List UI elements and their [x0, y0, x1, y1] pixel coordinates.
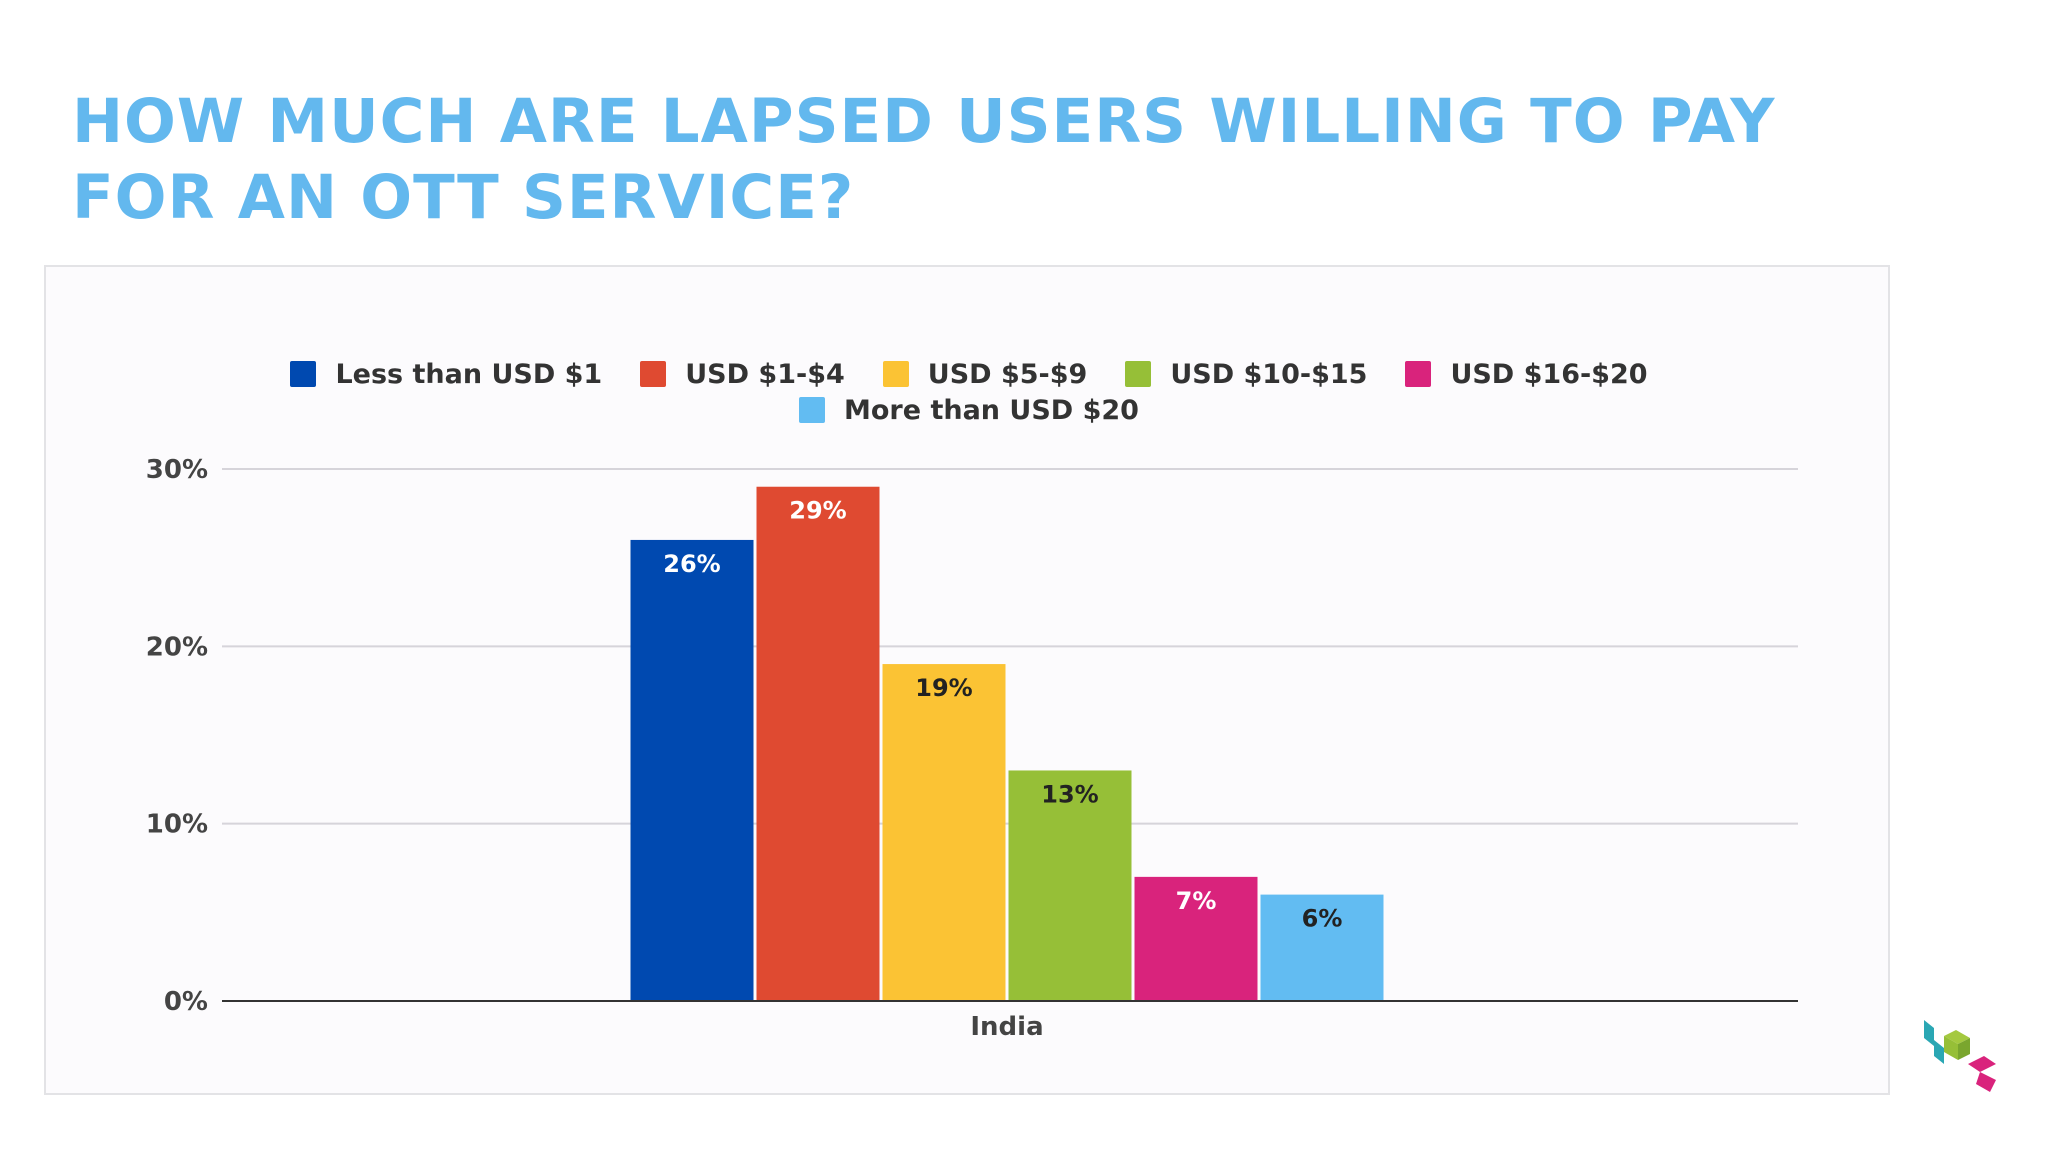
y-tick-label: 30%: [146, 455, 208, 485]
bar: [1260, 894, 1384, 1001]
legend-item: More than USD $20: [799, 395, 1139, 426]
legend-swatch: [1125, 361, 1152, 387]
legend-swatch: [1405, 361, 1432, 387]
legend-label: More than USD $20: [844, 394, 1139, 426]
bar-chart-plot: 0% 10% 20% 30% 26% 29% 19% 13% 7% 6% India: [146, 455, 1798, 1042]
bar: [756, 486, 880, 1001]
legend-item: USD $1-$4: [640, 359, 845, 390]
legend-row: Less than USD $1 USD $1-$4 USD $5-$9 USD $1…: [46, 356, 1892, 392]
legend-swatch: [640, 361, 667, 387]
legend-label: USD $16-$20: [1450, 358, 1648, 390]
legend-item: USD $5-$9: [882, 358, 1088, 390]
legend-swatch: [882, 361, 909, 387]
y-tick-label: 0%: [164, 987, 208, 1017]
bar: [882, 664, 1006, 1001]
legend-label: USD $5-$9: [927, 358, 1088, 390]
slide-title: HOW MUCH ARE LAPSED USERS WILLING TO PAY…: [72, 86, 1776, 233]
bar-data-label: 19%: [915, 674, 972, 702]
legend-label: USD $1-$4: [685, 358, 845, 390]
legend-item: Less than USD $1: [290, 359, 602, 390]
bar: [1008, 770, 1132, 1001]
bar-data-label: 13%: [1041, 780, 1098, 808]
legend-swatch: [290, 361, 317, 387]
bar-data-label: 6%: [1302, 905, 1343, 933]
cube-logo-icon: [1924, 1020, 1996, 1092]
bar: [630, 539, 754, 1001]
bar-data-label: 26%: [663, 550, 720, 578]
y-tick-label: 20%: [146, 632, 208, 662]
x-category-label: India: [970, 1012, 1043, 1042]
bar-data-label: 29%: [789, 497, 846, 525]
legend-item: USD $16-$20: [1405, 358, 1648, 390]
y-tick-label: 10%: [146, 810, 208, 840]
legend-label: USD $10-$15: [1170, 358, 1368, 390]
chart-legend: Less than USD $1 USD $1-$4 USD $5-$9 USD $1…: [46, 356, 1892, 428]
chart-container: Less than USD $1 USD $1-$4 USD $5-$9 USD $1…: [44, 265, 1890, 1095]
bar: [1134, 876, 1258, 1001]
legend-swatch: [799, 397, 826, 423]
legend-label: Less than USD $1: [335, 358, 603, 390]
legend-item: USD $10-$15: [1125, 359, 1367, 390]
legend-row: More than USD $20: [46, 392, 1892, 428]
bar-data-label: 7%: [1176, 887, 1217, 915]
